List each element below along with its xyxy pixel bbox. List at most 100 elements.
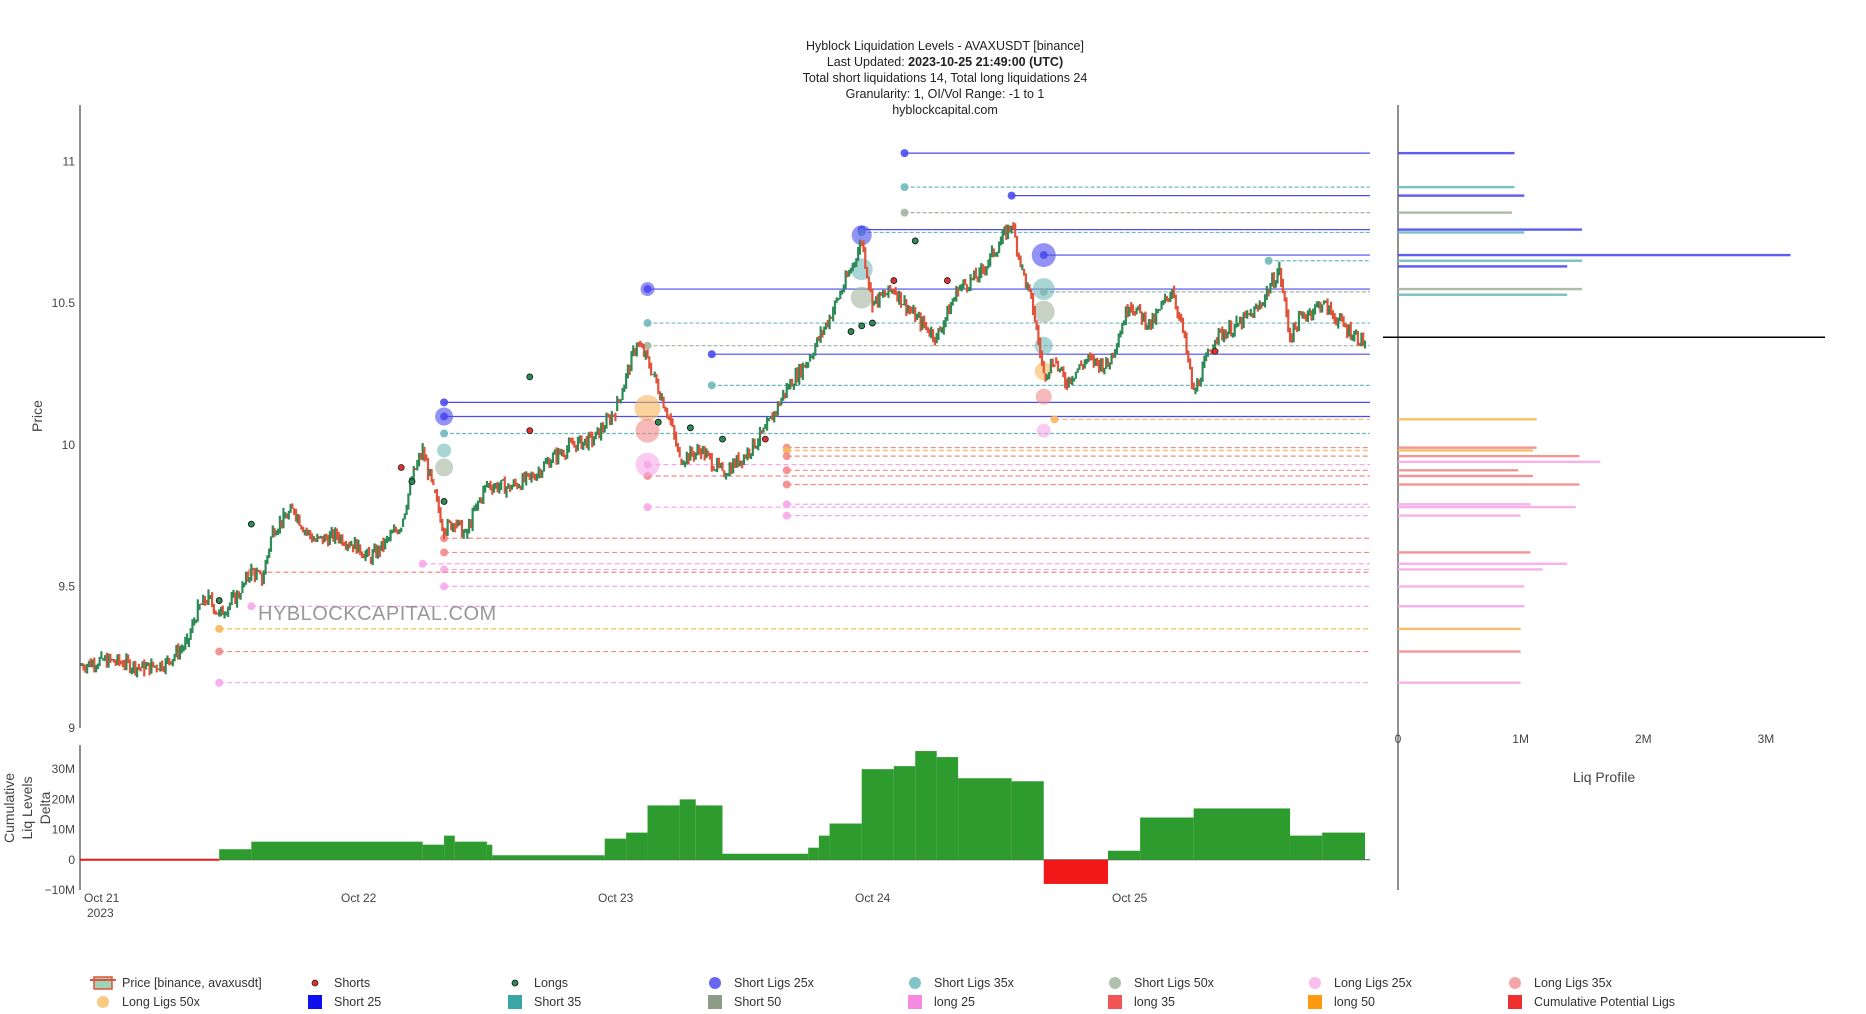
delta-step-bar [808, 847, 819, 860]
delta-step-bar [958, 778, 1012, 860]
liq-level-marker-long25 [440, 565, 449, 574]
liq-bubble-short50 [850, 286, 873, 309]
profile-bar-long35 [1398, 650, 1521, 653]
legend-item[interactable]: long 35 [1108, 995, 1175, 1009]
legend: Price [binance, avaxusdt] Shorts Longs Shor… [90, 976, 1675, 1009]
delta-step-bar [893, 766, 916, 860]
legend-swatch-square [908, 995, 922, 1009]
legend-item[interactable]: Long Ligs 35x [1509, 976, 1613, 990]
legend-label: Short Ligs 50x [1134, 976, 1215, 990]
liq-level-marker-long35 [782, 452, 791, 461]
legend-swatch-square [708, 995, 722, 1009]
legend-swatch-circle [909, 977, 921, 989]
longs-marker [686, 424, 694, 432]
liq-bubble-long35 [1035, 388, 1052, 405]
legend-item[interactable]: Longs [511, 976, 568, 990]
profile-bar-long35 [1398, 469, 1519, 472]
shorts-marker [526, 427, 534, 435]
profile-bar-long25 [1398, 562, 1568, 565]
chart-title: Hyblock Liquidation Levels - AVAXUSDT [b… [803, 39, 1088, 117]
price-y-tick-label: 10.5 [52, 296, 76, 310]
time-x-tick-label: Oct 24 [855, 891, 891, 905]
legend-swatch-circle [97, 996, 109, 1008]
legend-item[interactable]: Short 35 [508, 995, 581, 1009]
legend-swatch-square [308, 995, 322, 1009]
delta-step-bar [454, 841, 487, 860]
liq-level-marker-long35 [440, 548, 449, 557]
profile-bar-long50 [1398, 627, 1521, 631]
price-series [80, 222, 1367, 678]
price-y-tick-label: 11 [63, 155, 76, 169]
longs-marker [440, 498, 448, 505]
title-line-1: Hyblock Liquidation Levels - AVAXUSDT [b… [806, 39, 1084, 53]
profile-bar-long25 [1398, 460, 1601, 464]
liq-level-marker-short25 [440, 398, 449, 407]
legend-swatch-shorts [311, 979, 319, 987]
legend-item[interactable]: Shorts [311, 976, 370, 990]
liq-bubble-short35 [1032, 278, 1055, 301]
liq-bubble-long50 [634, 395, 661, 422]
profile-bar-short25 [1398, 151, 1515, 155]
liq-bubble-short25 [435, 407, 454, 426]
liq-level-marker-short50 [643, 341, 652, 350]
legend-label: Price [binance, avaxusdt] [122, 976, 262, 990]
legend-item[interactable]: Price [binance, avaxusdt] [90, 976, 262, 990]
liq-level-marker-long25 [418, 559, 427, 568]
liq-level-marker-long25 [440, 582, 449, 591]
delta-axis-title: Cumulative Liq Levels Delta [1, 773, 53, 843]
time-x-tick-label: Oct 22 [341, 891, 377, 905]
liq-bubble-long35 [635, 418, 660, 443]
legend-label: Short 25 [334, 995, 381, 1009]
legend-label: Long Ligs 25x [1334, 976, 1413, 990]
longs-marker [847, 328, 855, 335]
liq-bubble-short25 [851, 225, 872, 246]
price-y-tick-label: 9.5 [58, 579, 75, 593]
legend-swatch-circle [1509, 977, 1521, 989]
liq-bubble-short50 [435, 458, 454, 477]
legend-item[interactable]: Short Ligs 35x [909, 976, 1015, 990]
profile-bar-short35 [1398, 231, 1525, 234]
legend-swatch-price [93, 976, 113, 990]
title-line-2: Last Updated: 2023-10-25 21:49:00 (UTC) [827, 55, 1063, 69]
profile-bar-short50 [1398, 211, 1513, 214]
profile-x-tick-label: 1M [1512, 732, 1529, 746]
longs-marker [869, 319, 876, 327]
legend-item[interactable]: Long Ligs 25x [1309, 976, 1413, 990]
profile-bar-long35 [1398, 454, 1580, 458]
profile-bar-short35 [1398, 259, 1582, 262]
profile-bar-long35 [1398, 483, 1580, 486]
legend-item[interactable]: Cumulative Potential Ligs [1508, 995, 1675, 1009]
liq-bubble-long25 [1036, 423, 1051, 438]
legend-label: long 50 [1334, 995, 1375, 1009]
legend-item[interactable]: long 25 [908, 995, 975, 1009]
delta-y-tick-label: 0 [68, 853, 75, 867]
profile-bar-long25 [1398, 585, 1525, 588]
shorts-marker [1211, 347, 1219, 355]
liq-level-marker-short25 [707, 350, 716, 359]
price-axis-title: Price [29, 400, 45, 432]
time-x-tick-year: 2023 [87, 906, 114, 920]
price-panel: 9 9.5 10 10.5 11 [52, 105, 1370, 735]
delta-step-bar [422, 844, 445, 860]
liq-level-marker-long50 [215, 624, 224, 633]
legend-item[interactable]: Short Ligs 25x [709, 976, 815, 990]
liq-bubble-long25 [635, 452, 660, 477]
delta-step-bar [915, 751, 937, 860]
delta-y-tick-label: 30M [52, 762, 75, 776]
liq-level-marker-long25 [215, 678, 224, 687]
legend-item[interactable]: Long Ligs 50x [97, 995, 201, 1009]
delta-step-bar [604, 838, 627, 860]
legend-item[interactable]: Short 50 [708, 995, 781, 1009]
legend-item[interactable]: Short 25 [308, 995, 381, 1009]
liq-bubble-short35 [437, 443, 452, 458]
legend-swatch-circle [1309, 977, 1321, 989]
liq-level-marker-long50 [782, 446, 791, 455]
liq-bubble-short50 [1032, 300, 1055, 323]
shorts-marker [890, 277, 898, 284]
legend-item[interactable]: Short Ligs 50x [1109, 976, 1215, 990]
liq-level-marker-short35 [707, 381, 716, 390]
legend-item[interactable]: long 50 [1308, 995, 1375, 1009]
delta-step-bar [695, 805, 723, 860]
delta-y-tick-label: 20M [52, 792, 75, 806]
delta-step-bar [486, 844, 493, 860]
